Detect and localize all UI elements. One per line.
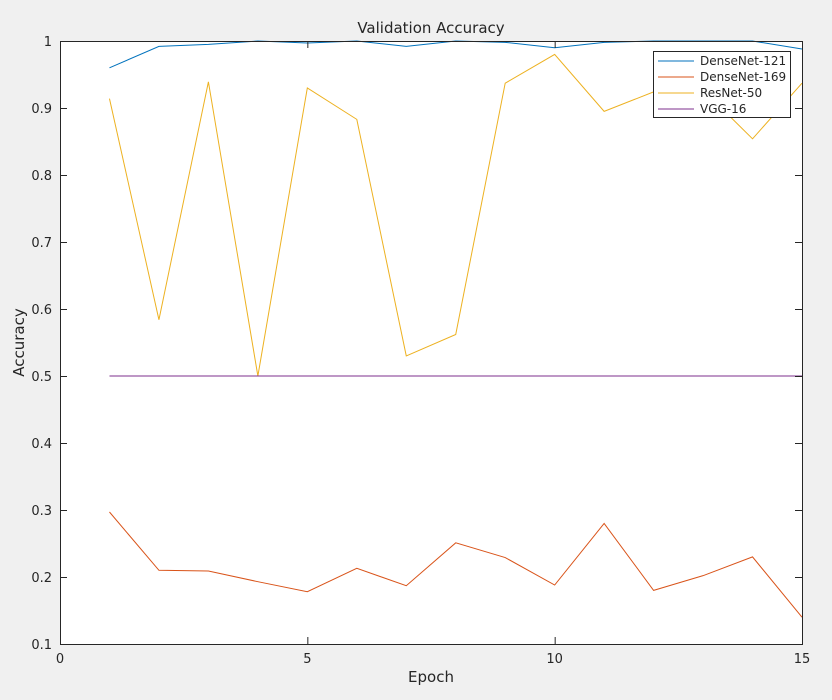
y-tick-label: 0.2 <box>31 571 52 586</box>
y-tick-label: 0.1 <box>31 638 52 653</box>
legend: DenseNet-121 DenseNet-169 ResNet-50 VGG-16 <box>653 51 791 118</box>
x-tick-label: 5 <box>303 652 311 667</box>
x-tick-label: 10 <box>546 652 563 667</box>
plot-area <box>60 41 802 644</box>
legend-label: DenseNet-169 <box>700 70 786 84</box>
axes-box <box>60 41 803 645</box>
ticks-layer: 0 5 10 15 0.1 0.2 0.3 0.4 0.5 0.6 0.7 0.8 0.9 1 <box>31 35 810 667</box>
y-tick-label: 1 <box>44 35 52 50</box>
chart-title: Validation Accuracy <box>357 19 504 37</box>
x-axis-title: Epoch <box>408 668 454 686</box>
y-tick-label: 0.7 <box>31 236 52 251</box>
y-axis-title: Accuracy <box>10 308 28 377</box>
legend-label: VGG-16 <box>700 102 746 116</box>
legend-label: DenseNet-121 <box>700 54 786 68</box>
y-tick-label: 0.4 <box>31 437 52 452</box>
legend-label: ResNet-50 <box>700 86 762 100</box>
series-line-densenet-169 <box>109 511 803 618</box>
y-tick-label: 0.9 <box>31 102 52 117</box>
x-tick-label: 15 <box>794 652 811 667</box>
y-tick-label: 0.8 <box>31 169 52 184</box>
x-tick-label: 0 <box>56 652 64 667</box>
y-tick-label: 0.3 <box>31 504 52 519</box>
legend-box <box>653 51 791 118</box>
y-tick-label: 0.6 <box>31 303 52 318</box>
y-tick-label: 0.5 <box>31 370 52 385</box>
